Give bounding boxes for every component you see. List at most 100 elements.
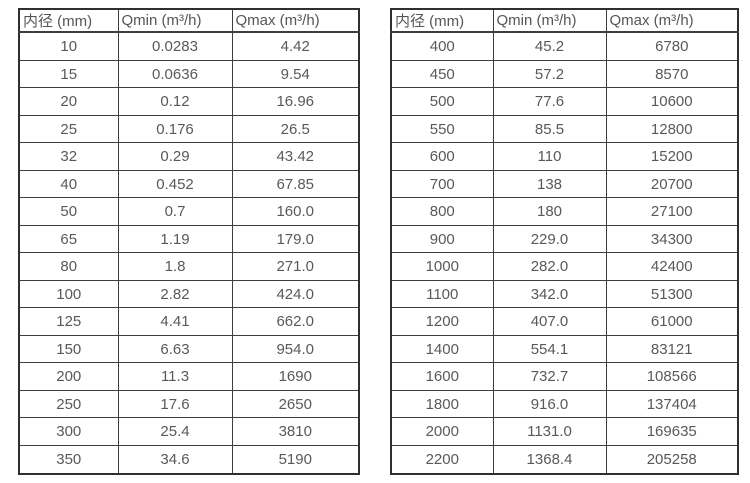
table-cell: 1690 bbox=[231, 362, 360, 391]
table-cell: 20 bbox=[18, 87, 119, 116]
table-row: 32 0.29 43.42 bbox=[18, 142, 360, 171]
table-cell: 2.82 bbox=[117, 279, 233, 309]
table-row: 450 57.2 8570 bbox=[390, 59, 739, 89]
table-cell: 32 bbox=[18, 142, 119, 171]
table-cell: 1100 bbox=[390, 279, 494, 309]
col-header-diameter: 内径 (mm) bbox=[18, 8, 119, 33]
col-header-diameter: 内径 (mm) bbox=[390, 8, 494, 33]
table-cell: 11.3 bbox=[117, 362, 233, 391]
table-cell: 10 bbox=[18, 31, 119, 61]
table-row: 350 34.6 5190 bbox=[18, 445, 360, 475]
table-row: 1000 282.0 42400 bbox=[390, 252, 739, 281]
table-row: 550 85.5 12800 bbox=[390, 114, 739, 144]
col-header-qmin: Qmin (m³/h) bbox=[117, 8, 233, 33]
table-cell: 271.0 bbox=[231, 252, 360, 281]
table-cell: 1000 bbox=[390, 252, 494, 281]
table-cell: 250 bbox=[18, 389, 119, 419]
table-cell: 800 bbox=[390, 197, 494, 226]
table-row: 2000 1131.0 169635 bbox=[390, 417, 739, 446]
table-cell: 500 bbox=[390, 87, 494, 116]
table-row: 65 1.19 179.0 bbox=[18, 224, 360, 254]
table-cell: 180 bbox=[492, 197, 607, 226]
table-cell: 1131.0 bbox=[492, 417, 607, 446]
table-cell: 20700 bbox=[605, 169, 739, 199]
table-cell: 600 bbox=[390, 142, 494, 171]
table-cell: 0.29 bbox=[117, 142, 233, 171]
table-cell: 2200 bbox=[390, 445, 494, 475]
table-cell: 205258 bbox=[605, 445, 739, 475]
table-row: 20 0.12 16.96 bbox=[18, 87, 360, 116]
table-cell: 2650 bbox=[231, 389, 360, 419]
table-row: 400 45.2 6780 bbox=[390, 31, 739, 61]
table-cell: 4.42 bbox=[231, 31, 360, 61]
table-cell: 1.8 bbox=[117, 252, 233, 281]
header-row: 内径 (mm) Qmin (m³/h) Qmax (m³/h) bbox=[390, 8, 739, 33]
table-row: 1600 732.7 108566 bbox=[390, 362, 739, 391]
table-cell: 26.5 bbox=[231, 114, 360, 144]
table-cell: 424.0 bbox=[231, 279, 360, 309]
table-cell: 83121 bbox=[605, 334, 739, 364]
table-row: 200 11.3 1690 bbox=[18, 362, 360, 391]
table-row: 1200 407.0 61000 bbox=[390, 307, 739, 336]
table-body: 10 0.0283 4.42 15 0.0636 9.54 20 0.12 16.96 25 0.1… bbox=[18, 31, 360, 475]
table-row: 150 6.63 954.0 bbox=[18, 334, 360, 364]
table-cell: 80 bbox=[18, 252, 119, 281]
table-row: 50 0.7 160.0 bbox=[18, 197, 360, 226]
table-cell: 900 bbox=[390, 224, 494, 254]
table-cell: 6.63 bbox=[117, 334, 233, 364]
table-cell: 1368.4 bbox=[492, 445, 607, 475]
table-row: 900 229.0 34300 bbox=[390, 224, 739, 254]
table-cell: 550 bbox=[390, 114, 494, 144]
table-cell: 1400 bbox=[390, 334, 494, 364]
table-cell: 1200 bbox=[390, 307, 494, 336]
table-cell: 110 bbox=[492, 142, 607, 171]
table-cell: 25 bbox=[18, 114, 119, 144]
table-cell: 0.0636 bbox=[117, 59, 233, 89]
table-cell: 554.1 bbox=[492, 334, 607, 364]
table-cell: 100 bbox=[18, 279, 119, 309]
spec-table-small-diameters: 内径 (mm) Qmin (m³/h) Qmax (m³/h) 10 0.0283… bbox=[18, 8, 360, 475]
table-cell: 160.0 bbox=[231, 197, 360, 226]
table-cell: 350 bbox=[18, 445, 119, 475]
table-cell: 0.7 bbox=[117, 197, 233, 226]
table-cell: 25.4 bbox=[117, 417, 233, 446]
table-cell: 4.41 bbox=[117, 307, 233, 336]
table-cell: 916.0 bbox=[492, 389, 607, 419]
table-cell: 137404 bbox=[605, 389, 739, 419]
col-header-qmax: Qmax (m³/h) bbox=[231, 8, 360, 33]
table-row: 250 17.6 2650 bbox=[18, 389, 360, 419]
table-row: 600 110 15200 bbox=[390, 142, 739, 171]
header-row: 内径 (mm) Qmin (m³/h) Qmax (m³/h) bbox=[18, 8, 360, 33]
table-row: 700 138 20700 bbox=[390, 169, 739, 199]
table-cell: 15200 bbox=[605, 142, 739, 171]
table-cell: 108566 bbox=[605, 362, 739, 391]
table-cell: 57.2 bbox=[492, 59, 607, 89]
table-cell: 450 bbox=[390, 59, 494, 89]
table-cell: 662.0 bbox=[231, 307, 360, 336]
table-cell: 1.19 bbox=[117, 224, 233, 254]
table-cell: 45.2 bbox=[492, 31, 607, 61]
table-cell: 407.0 bbox=[492, 307, 607, 336]
table-cell: 50 bbox=[18, 197, 119, 226]
table-row: 500 77.6 10600 bbox=[390, 87, 739, 116]
table-cell: 229.0 bbox=[492, 224, 607, 254]
table-row: 10 0.0283 4.42 bbox=[18, 31, 360, 61]
spec-table-large-diameters: 内径 (mm) Qmin (m³/h) Qmax (m³/h) 400 45.2 6… bbox=[390, 8, 739, 475]
table-cell: 34.6 bbox=[117, 445, 233, 475]
table-row: 80 1.8 271.0 bbox=[18, 252, 360, 281]
table-cell: 138 bbox=[492, 169, 607, 199]
table-cell: 6780 bbox=[605, 31, 739, 61]
table-cell: 16.96 bbox=[231, 87, 360, 116]
table-cell: 51300 bbox=[605, 279, 739, 309]
table-body: 400 45.2 6780 450 57.2 8570 500 77.6 10600 550 85.… bbox=[390, 31, 739, 475]
table-cell: 0.12 bbox=[117, 87, 233, 116]
table-cell: 27100 bbox=[605, 197, 739, 226]
table-cell: 9.54 bbox=[231, 59, 360, 89]
table-row: 1400 554.1 83121 bbox=[390, 334, 739, 364]
table-cell: 700 bbox=[390, 169, 494, 199]
table-cell: 42400 bbox=[605, 252, 739, 281]
table-row: 25 0.176 26.5 bbox=[18, 114, 360, 144]
table-cell: 3810 bbox=[231, 417, 360, 446]
table-row: 2200 1368.4 205258 bbox=[390, 445, 739, 475]
